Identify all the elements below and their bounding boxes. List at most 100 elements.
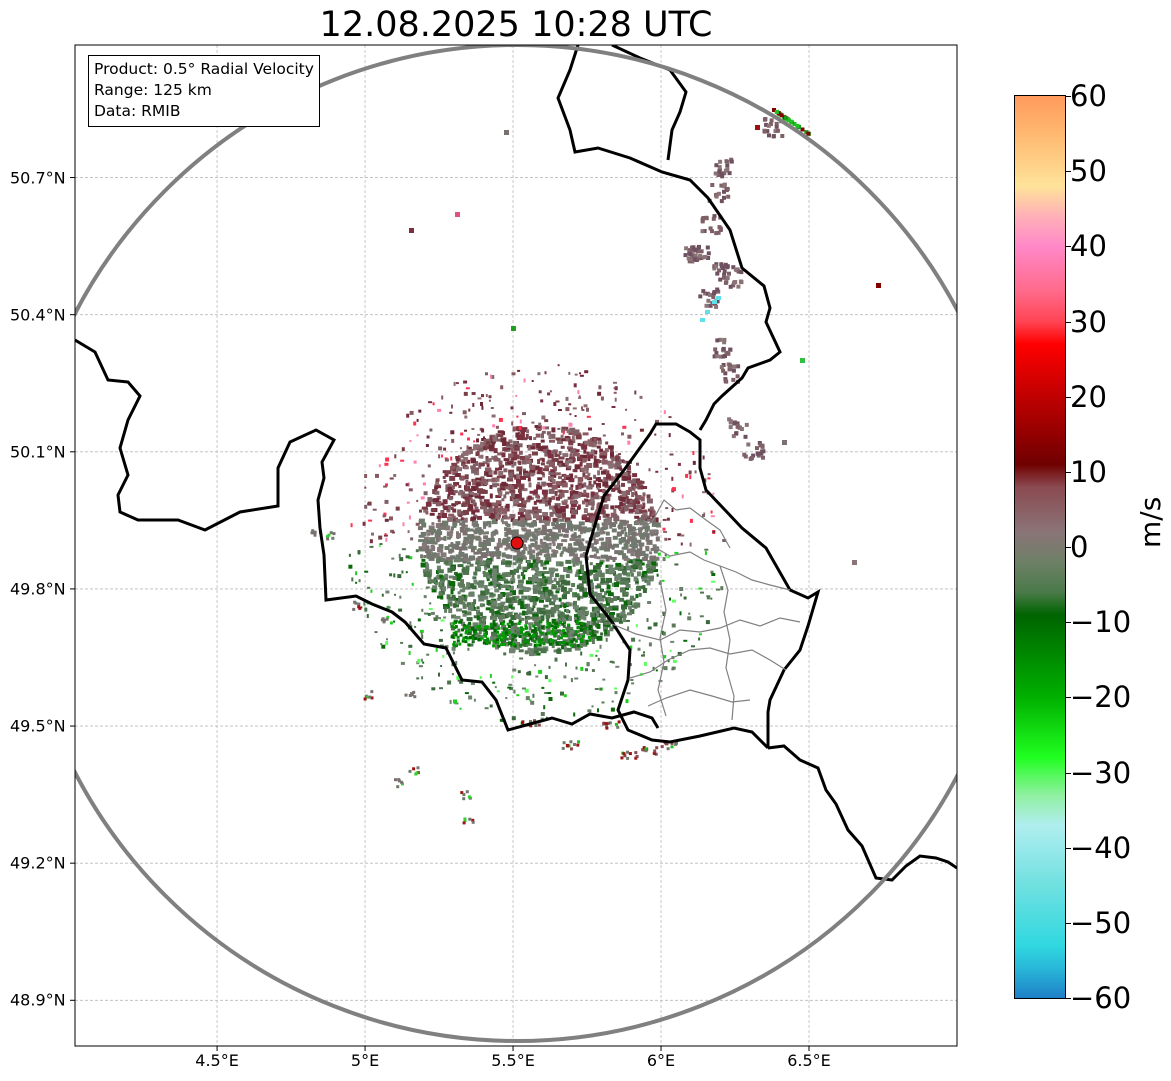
echo-pixel (543, 635, 549, 641)
echo-pixel (484, 634, 488, 638)
echo-pixel (443, 616, 447, 619)
echo-pixel (540, 631, 544, 635)
echo-pixel (671, 476, 674, 481)
echo-pixel (475, 482, 481, 487)
echo-pixel (529, 651, 534, 657)
y-tick-label: 49.5°N (10, 716, 66, 736)
echo-pixel (710, 510, 713, 514)
echo-pixel (774, 121, 779, 126)
echo-pixel (456, 467, 462, 472)
echo-pixel (471, 486, 477, 491)
echo-pixel (736, 284, 741, 289)
echo-pixel (613, 605, 619, 609)
echo-pixel (540, 530, 547, 536)
echo-pixel (463, 457, 469, 461)
echo-pixel (594, 463, 599, 467)
echo-pixel (647, 601, 652, 604)
echo-pixel (427, 464, 431, 468)
echo-pixel (494, 455, 498, 459)
echo-pixel (554, 490, 558, 496)
echo-pixel (621, 432, 624, 436)
info-product: Product: 0.5° Radial Velocity (94, 60, 314, 78)
echo-pixel (496, 610, 501, 615)
echo-pixel (536, 557, 540, 563)
echo-pixel (494, 686, 497, 689)
echo-pixel (523, 603, 528, 608)
echo-pixel (544, 465, 550, 469)
echo-pixel (617, 531, 622, 537)
echo-pixel (755, 451, 760, 456)
echo-pixel (476, 615, 480, 621)
echo-pixel (453, 381, 456, 386)
echo-pixel (548, 679, 552, 683)
echo-pixel (622, 493, 627, 497)
echo-pixel (474, 581, 479, 585)
radar-site-marker[interactable] (510, 536, 524, 550)
echo-pixel (637, 484, 644, 490)
echo-pixel (758, 443, 763, 448)
echo-pixel (619, 508, 625, 512)
echo-pixel (532, 559, 539, 565)
echo-pixel (573, 712, 576, 717)
echo-pixel (563, 533, 569, 538)
echo-pixel (455, 573, 462, 577)
echo-pixel (466, 602, 472, 608)
echo-pixel (418, 665, 423, 668)
echo-pixel (467, 623, 472, 627)
echo-pixel (615, 484, 619, 488)
echo-pixel (553, 597, 557, 602)
echo-pixel (447, 505, 451, 508)
echo-pixel (529, 637, 533, 641)
echo-pixel (595, 608, 599, 612)
echo-pixel (633, 504, 637, 510)
echo-pixel (478, 542, 485, 547)
echo-pixel (449, 475, 456, 481)
echo-pixel (439, 580, 443, 586)
echo-pixel (553, 634, 557, 638)
echo-pixel (492, 639, 496, 643)
echo-pixel (506, 536, 511, 542)
echo-pixel (581, 634, 585, 638)
echo-pixel (490, 537, 495, 542)
echo-pixel (465, 499, 471, 505)
echo-pixel (627, 538, 632, 542)
echo-pixel (708, 292, 712, 297)
echo-pixel (448, 487, 452, 493)
echo-pixel (489, 582, 493, 585)
echo-pixel (511, 638, 515, 643)
echo-pixel (561, 478, 565, 482)
echo-pixel (567, 546, 573, 551)
echo-pixel (625, 584, 631, 588)
echo-pixel (548, 505, 554, 510)
echo-pixel (587, 458, 591, 462)
echo-pixel (532, 506, 539, 511)
echo-pixel (622, 752, 626, 756)
echo-pixel (487, 600, 492, 605)
y-tick-label: 49.8°N (10, 579, 66, 599)
echo-pixel (599, 561, 604, 565)
echo-pixel (476, 527, 480, 533)
echo-pixel (679, 611, 682, 616)
echo-pixel (473, 698, 476, 702)
echo-pixel (579, 564, 584, 570)
echo-pixel (489, 624, 493, 627)
echo-pixel (385, 641, 389, 646)
echo-pixel (517, 553, 521, 558)
echo-pixel (548, 434, 552, 439)
echo-pixel (441, 395, 444, 400)
echo-pixel (490, 556, 494, 562)
echo-pixel (620, 519, 627, 523)
echo-pixel (557, 439, 563, 444)
echo-pixel (566, 609, 569, 613)
echo-pixel (710, 570, 714, 574)
echo-pixel (434, 552, 440, 558)
echo-pixel (529, 446, 536, 450)
colorbar-tick-label: 20 (1070, 379, 1107, 414)
echo-pixel (679, 587, 684, 591)
echo-pixel (702, 514, 705, 517)
echo-pixel (618, 453, 621, 456)
echo-pixel (723, 377, 728, 382)
echo-pixel (556, 607, 559, 612)
echo-pixel (510, 578, 516, 584)
